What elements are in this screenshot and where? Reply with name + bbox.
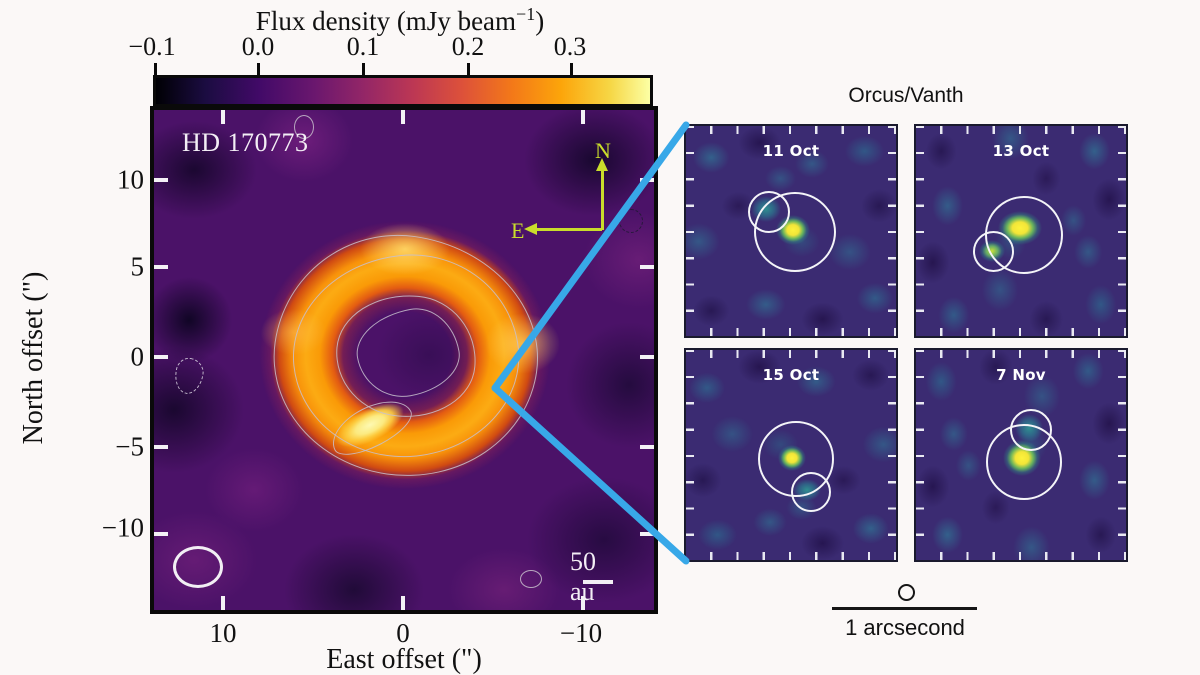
- inset-panel-7nov: 7 Nov: [914, 348, 1128, 562]
- vanth-position-circle: [973, 231, 1014, 272]
- axis-tick: [221, 596, 225, 610]
- colorbar-tick-label: −0.1: [128, 32, 176, 61]
- panel-ticks: [916, 552, 1126, 560]
- axis-tick: [640, 532, 654, 536]
- main-image-panel: HD 170773 N E 50 au: [150, 106, 658, 614]
- panel-ticks: [686, 552, 896, 560]
- x-tick-label: −10: [559, 618, 603, 648]
- colorbar-title-paren: ): [535, 6, 545, 36]
- panel-ticks: [1118, 350, 1126, 560]
- colorbar-title-exponent: −1: [516, 4, 536, 24]
- compass-east-arrow-icon: [524, 223, 537, 235]
- colorbar-title: Flux density (mJy beam−1): [256, 4, 544, 37]
- contour-negative-dashed: [619, 209, 643, 233]
- panel-ticks: [916, 350, 1126, 358]
- panel-ticks: [686, 126, 896, 134]
- y-tick-label: −5: [115, 431, 144, 462]
- panel-ticks: [916, 126, 924, 336]
- y-tick-label: 0: [130, 341, 145, 372]
- inset-date-label: 15 Oct: [762, 366, 820, 384]
- panel-ticks: [888, 126, 896, 336]
- panel-ticks: [686, 328, 896, 336]
- colorbar-tick-label: 0.1: [346, 32, 380, 61]
- axis-tick: [640, 355, 654, 359]
- inset-panel-13oct: 13 Oct: [914, 124, 1128, 338]
- y-tick-label: −10: [101, 512, 144, 543]
- inset-date-label: 13 Oct: [992, 142, 1050, 160]
- vanth-position-circle: [791, 472, 831, 512]
- au-scalebar-label: 50 au: [570, 547, 596, 606]
- colorbar-tick-label: 0.3: [553, 32, 587, 61]
- panel-ticks: [916, 328, 1126, 336]
- axis-tick: [640, 178, 654, 182]
- colorbar-title-text: Flux density (mJy beam: [255, 6, 517, 36]
- x-axis-label: East offset ("): [326, 644, 482, 675]
- axis-tick: [581, 596, 585, 610]
- compass-east-line: [536, 228, 602, 231]
- axis-tick: [401, 596, 405, 610]
- orcus-position-circle: [754, 192, 836, 272]
- axis-tick: [154, 265, 168, 269]
- inset-date-label: 7 Nov: [996, 366, 1046, 384]
- axis-tick: [154, 178, 168, 182]
- colorbar-tickmark: [362, 63, 365, 76]
- colorbar-tickmark: [570, 63, 573, 76]
- x-tick-label: 10: [209, 618, 237, 648]
- arcsecond-scalebar-label: 1 arcsecond: [845, 615, 965, 640]
- y-axis-label: North offset ("): [18, 271, 49, 445]
- y-tick-label: 5: [130, 251, 145, 282]
- panel-ticks: [888, 350, 896, 560]
- axis-tick: [401, 110, 405, 124]
- compass-east-label: E: [511, 218, 525, 243]
- compass-north-label: N: [595, 138, 611, 163]
- panel-ticks: [686, 350, 694, 560]
- panel-ticks: [686, 350, 896, 358]
- inset-date-label: 11 Oct: [762, 142, 820, 160]
- panel-ticks: [686, 126, 694, 336]
- axis-tick: [154, 445, 168, 449]
- axis-tick: [581, 110, 585, 124]
- colorbar-tickmark: [257, 63, 260, 76]
- contour-small: [520, 570, 542, 588]
- beam-circle-icon: [898, 584, 915, 601]
- colorbar-tick-label: 0.0: [241, 32, 275, 61]
- axis-tick: [640, 265, 654, 269]
- arcsecond-scalebar-line: [832, 607, 977, 610]
- source-label: HD 170773: [182, 128, 309, 157]
- contour-small: [294, 115, 314, 139]
- compass-north-line: [601, 170, 604, 230]
- panel-ticks: [916, 350, 924, 560]
- x-tick-label: 0: [396, 618, 410, 648]
- beam-ellipse-icon: [173, 546, 223, 588]
- colorbar-tickmark: [154, 63, 157, 76]
- vanth-position-circle: [748, 191, 790, 233]
- axis-tick: [154, 355, 168, 359]
- axis-tick: [640, 445, 654, 449]
- y-tick-label: 10: [117, 164, 144, 195]
- panel-ticks: [916, 126, 1126, 134]
- colorbar-tick-label: 0.2: [451, 32, 485, 61]
- au-scalebar-line: [583, 580, 613, 584]
- inset-panel-11oct: 11 Oct: [684, 124, 898, 338]
- axis-tick: [221, 110, 225, 124]
- axis-tick: [154, 532, 168, 536]
- colorbar-gradient: [153, 75, 653, 107]
- panel-ticks: [1118, 126, 1126, 336]
- inset-group-title: Orcus/Vanth: [848, 84, 964, 107]
- vanth-position-circle: [1010, 409, 1052, 451]
- colorbar-tickmark: [467, 63, 470, 76]
- inset-panel-15oct: 15 Oct: [684, 348, 898, 562]
- contour-negative-dashed: [172, 355, 206, 397]
